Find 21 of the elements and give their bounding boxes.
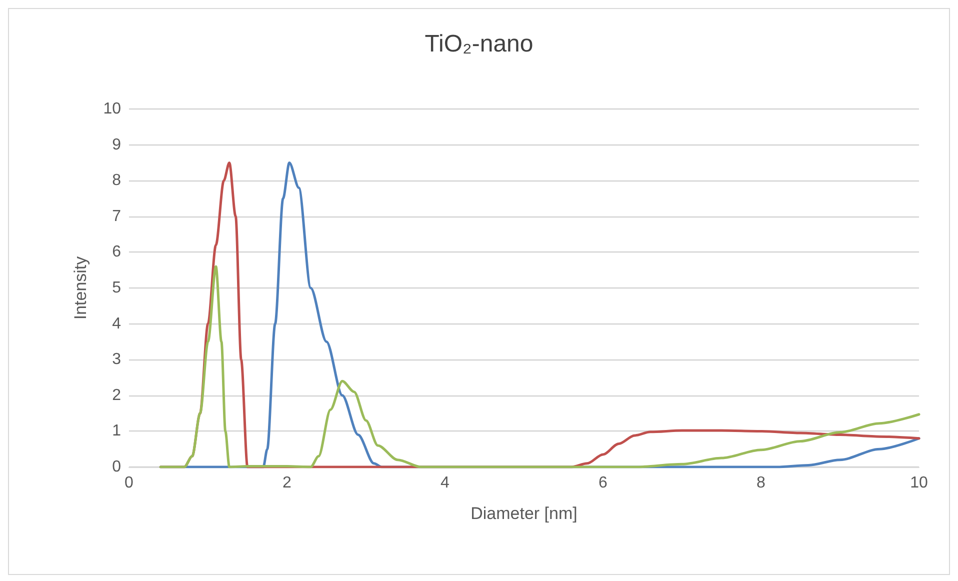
y-tick-label: 8 (112, 172, 122, 190)
x-tick-label: 10 (910, 474, 928, 492)
x-axis-title: Diameter [nm] (470, 504, 578, 523)
x-tick-label: 8 (756, 474, 766, 492)
x-tick-label: 0 (124, 474, 134, 492)
y-tick-label: 6 (112, 244, 122, 261)
y-tick-label: 10 (103, 100, 122, 118)
x-tick-label: 4 (440, 474, 450, 492)
y-tick-label: 9 (112, 136, 122, 154)
chart-title: TiO₂-nano (424, 30, 534, 58)
y-tick-label: 5 (112, 280, 122, 296)
y-tick-label: 7 (112, 208, 122, 225)
x-tick-label: 2 (282, 474, 292, 492)
y-tick-label: 4 (112, 315, 122, 332)
y-tick-label: 0 (112, 458, 122, 476)
y-tick-label: 2 (112, 386, 122, 404)
y-tick-label: 3 (112, 351, 122, 368)
y-tick-label: 1 (112, 422, 122, 440)
x-tick-label: 6 (598, 474, 608, 492)
y-axis-title: Intensity (71, 256, 90, 320)
line-series (159, 265, 920, 468)
